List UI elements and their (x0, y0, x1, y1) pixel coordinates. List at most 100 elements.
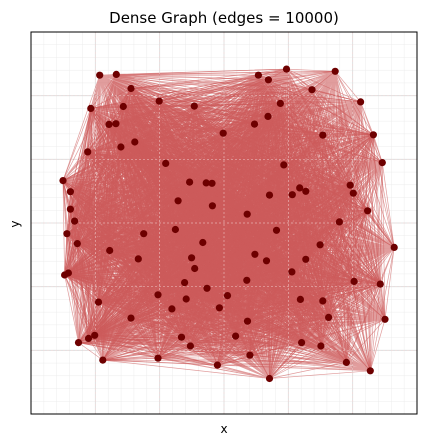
graph-node (186, 178, 194, 186)
edge-bundle (212, 164, 306, 260)
graph-node (246, 351, 254, 359)
graph-node (174, 197, 182, 205)
graph-node (264, 76, 272, 84)
graph-node (105, 120, 113, 128)
graph-node (71, 217, 79, 225)
graph-node (302, 187, 310, 195)
graph-node (316, 241, 324, 249)
graph-node (117, 143, 125, 151)
edge-bundle (212, 205, 248, 215)
graph-node (350, 277, 358, 285)
graph-node (265, 191, 274, 199)
graph-node (203, 284, 211, 292)
graph-node (162, 159, 170, 167)
graph-node (66, 188, 74, 196)
edge-bundle (64, 164, 306, 281)
graph-node (87, 104, 95, 112)
graph-node (264, 112, 272, 120)
graph-node (84, 148, 92, 156)
graph-node (282, 65, 291, 73)
graph-node (106, 246, 114, 255)
graph-node (288, 268, 296, 276)
graph-node (262, 257, 271, 265)
graph-node (331, 67, 339, 75)
graph-node (319, 297, 327, 305)
graph-node (182, 295, 190, 303)
graph-node (168, 305, 176, 313)
graph-node (296, 184, 304, 192)
graph-node (177, 333, 186, 341)
graph-node (342, 358, 350, 366)
edge-bundle (212, 164, 285, 215)
graph-node (66, 205, 74, 213)
graph-node (96, 71, 104, 79)
graph-node (381, 315, 389, 323)
graph-node (357, 98, 365, 106)
y-axis-label: y (8, 220, 22, 227)
graph-node (127, 314, 135, 322)
graph-node (378, 159, 386, 167)
graph-node (181, 279, 189, 287)
graph-node (366, 367, 374, 375)
graph-node (213, 361, 221, 369)
nodes (59, 65, 398, 383)
graph-node (94, 298, 103, 306)
graph-node (243, 210, 251, 218)
plot-frame (30, 31, 418, 415)
graph-node (215, 304, 223, 312)
graph-node (254, 71, 262, 79)
graph-node (73, 240, 81, 248)
graph-node (84, 334, 93, 342)
graph-node (272, 226, 281, 234)
graph-node (302, 255, 310, 263)
graph-node (59, 177, 67, 185)
chart-title: Dense Graph (edges = 10000) (109, 9, 339, 27)
graph-node (335, 218, 343, 226)
graph-node (112, 70, 120, 78)
graph-node (280, 161, 288, 169)
graph-node (127, 84, 135, 93)
graph-node (369, 131, 377, 139)
graph-node (154, 291, 162, 299)
graph-node (63, 230, 71, 238)
x-axis-label: x (220, 422, 227, 436)
graph-node (154, 354, 162, 362)
graph-node (219, 129, 227, 137)
graph-node (131, 138, 139, 146)
edge-bundle (212, 164, 307, 260)
graph-node (376, 280, 384, 288)
graph-node (296, 295, 304, 303)
graph-node (349, 189, 357, 197)
graph-node (288, 191, 296, 199)
graph-node (61, 271, 69, 279)
graph-node (208, 202, 216, 210)
graph-node (276, 99, 284, 107)
graph-node (140, 230, 148, 238)
graph-node (251, 250, 259, 258)
graph-node (112, 120, 120, 128)
graph-node (188, 254, 196, 262)
graph-node (202, 179, 210, 187)
graph-node (317, 342, 325, 350)
graph-node (390, 243, 398, 251)
graph-node (186, 342, 194, 350)
graph-node (250, 120, 259, 128)
graph-node (243, 276, 251, 284)
graph-node (346, 181, 354, 189)
graph-node (134, 255, 142, 263)
graph-node (155, 97, 163, 105)
graph-node (364, 207, 372, 215)
graph-node (191, 264, 199, 273)
graph-node (119, 102, 127, 111)
graph-node (74, 339, 83, 347)
graph-node (232, 332, 240, 340)
graph-node (208, 179, 216, 187)
graph-node (243, 317, 252, 325)
graph-node (190, 102, 198, 110)
graph-node (265, 374, 274, 383)
graph-node (319, 131, 327, 139)
edge-bundle (64, 141, 306, 339)
edges (31, 32, 417, 414)
graph-node (223, 292, 232, 300)
